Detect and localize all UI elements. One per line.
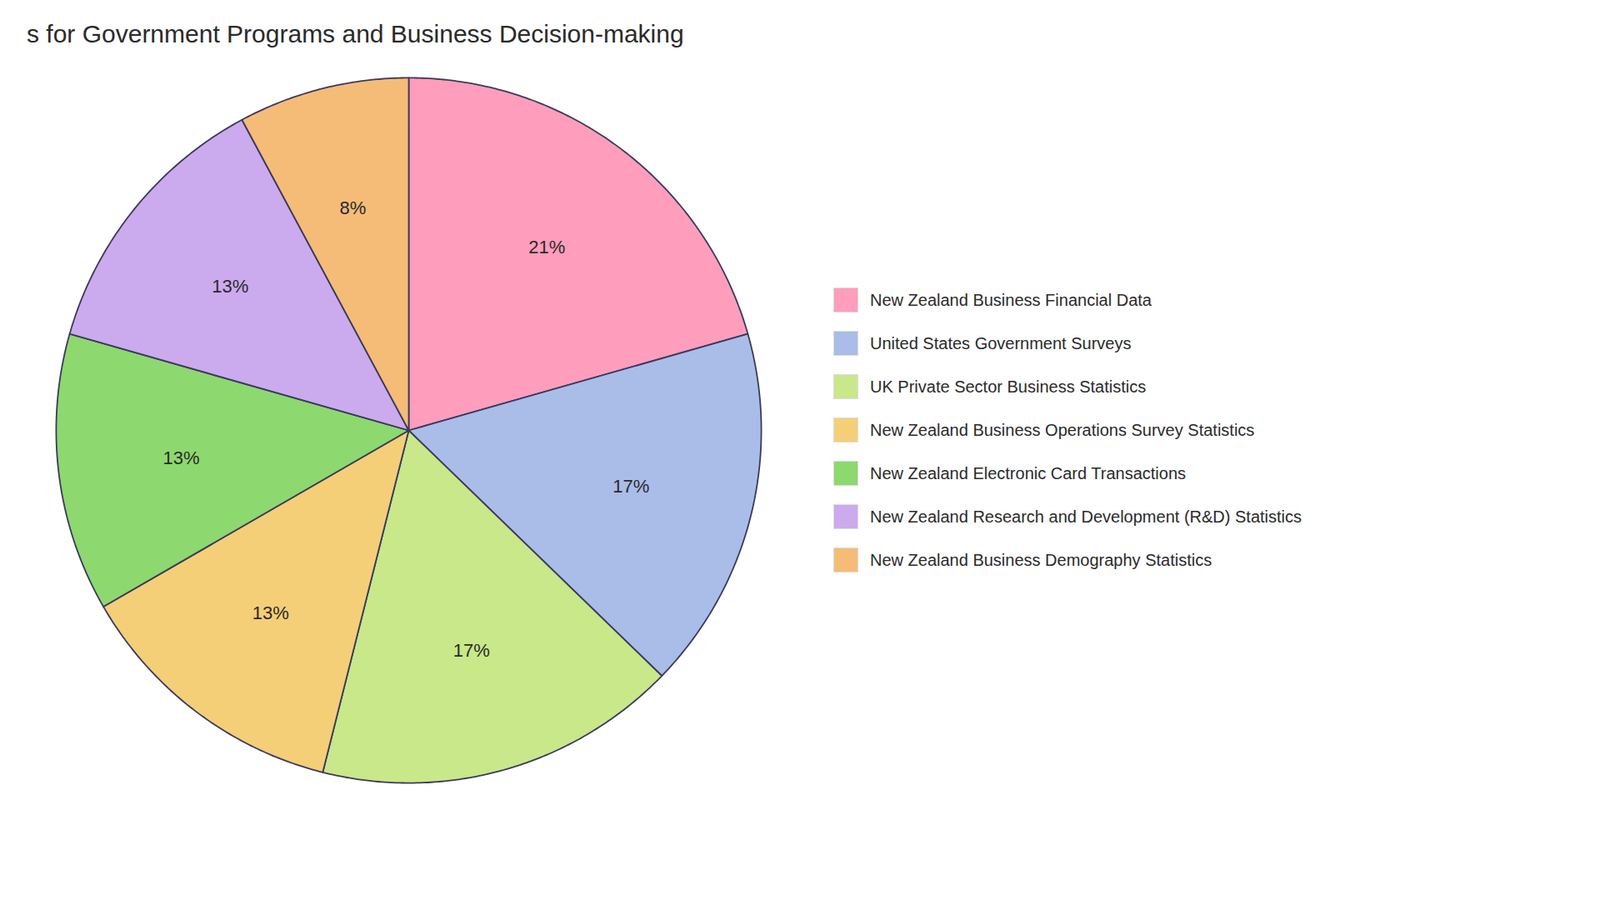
svg-text:13%: 13% <box>163 447 200 469</box>
svg-text:17%: 17% <box>612 475 650 497</box>
svg-text:17%: 17% <box>453 640 490 661</box>
svg-text:13%: 13% <box>252 602 290 624</box>
html-text:New Zealand Electronic Card Tr: New Zealand Electronic Card Transactions <box>870 463 1186 483</box>
html-text:New Zealand Business Operation: New Zealand Business Operations Survey S… <box>870 420 1255 439</box>
html-text:New Zealand Research and Devel: New Zealand Research and Development (R&… <box>870 507 1302 526</box>
html-text:New Zealand Business Financial: New Zealand Business Financial Data <box>870 290 1152 309</box>
svg-text:8%: 8% <box>340 197 367 219</box>
html-text:s for Government Programs and: s for Government Programs and Business D… <box>26 20 684 48</box>
html-text:UK Private Sector Business Sta: UK Private Sector Business Statistics <box>870 377 1146 396</box>
html-text:New Zealand Business Demograph: New Zealand Business Demography Statisti… <box>870 550 1212 569</box>
html-text:United States Government Surve: United States Government Surveys <box>870 333 1132 353</box>
svg-text:21%: 21% <box>528 236 565 258</box>
svg-text:13%: 13% <box>211 275 249 297</box>
